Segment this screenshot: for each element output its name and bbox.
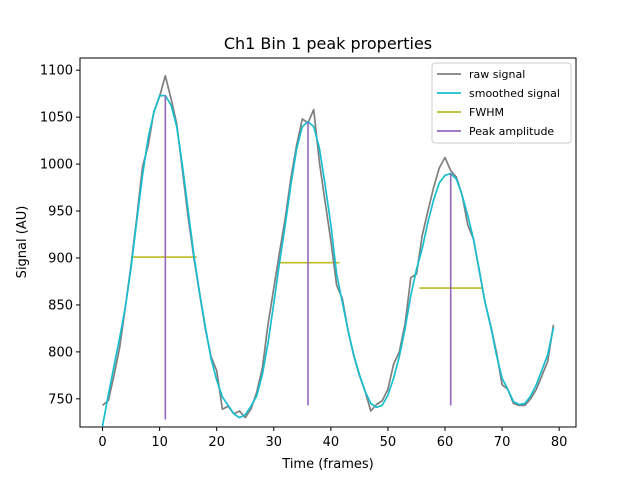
x-axis-label: Time (frames) (281, 457, 373, 472)
x-tick-label: 60 (437, 435, 454, 450)
legend: raw signal smoothed signal FWHM Peak amplit… (431, 62, 572, 144)
x-tick-label: 80 (551, 435, 568, 450)
chart-title: Ch1 Bin 1 peak properties (224, 34, 432, 53)
y-tick-label: 900 (48, 251, 73, 266)
smoothed-signal-line (101, 94, 555, 427)
legend-label-raw-signal: raw signal (469, 68, 525, 81)
y-tick-label: 1000 (40, 158, 73, 173)
y-tick-label: 950 (48, 205, 73, 220)
legend-label-smoothed-signal: smoothed signal (469, 87, 560, 100)
y-axis-label: Signal (AU) (15, 206, 30, 279)
x-tick-label: 40 (323, 435, 340, 450)
x-tick-label: 10 (151, 435, 168, 450)
y-tick-label: 1100 (40, 64, 73, 79)
legend-box (431, 62, 572, 144)
y-tick-label: 750 (48, 392, 73, 407)
x-tick-label: 0 (98, 435, 106, 450)
plot-frame (79, 57, 577, 428)
x-tick-label: 30 (266, 435, 283, 450)
x-tick-label: 20 (208, 435, 225, 450)
legend-label-peak-amplitude: Peak amplitude (469, 125, 554, 138)
y-tick-label: 800 (48, 345, 73, 360)
legend-label-fwhm: FWHM (469, 106, 504, 119)
y-tick-label: 1050 (40, 111, 73, 126)
x-tick-label: 70 (494, 435, 511, 450)
x-tick-label: 50 (380, 435, 397, 450)
y-tick-label: 850 (48, 298, 73, 313)
